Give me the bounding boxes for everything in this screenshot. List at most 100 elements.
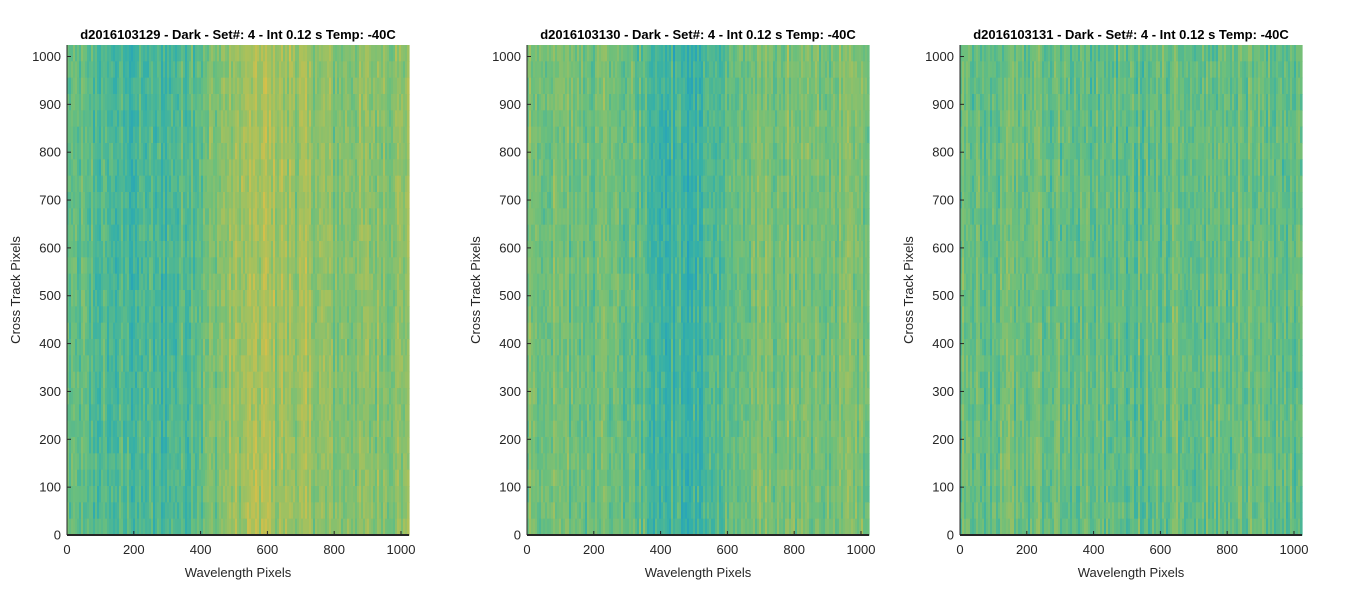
heatmap-cell — [319, 126, 322, 144]
heatmap-cell — [191, 61, 194, 79]
heatmap-cell — [167, 143, 170, 160]
heatmap-cell — [255, 486, 258, 503]
heatmap-cell — [303, 273, 306, 291]
heatmap-cell — [379, 175, 382, 193]
heatmap-cell — [199, 339, 202, 356]
heatmap-cell — [289, 355, 292, 373]
heatmap-cell — [377, 453, 380, 471]
heatmap-cell — [181, 94, 184, 111]
heatmap-cell — [191, 273, 194, 291]
heatmap-cell — [159, 208, 162, 226]
heatmap-cell — [83, 437, 86, 454]
heatmap-cell — [239, 208, 242, 226]
heatmap-cell — [243, 420, 246, 438]
heatmap-cell — [191, 355, 194, 373]
heatmap-cell — [113, 94, 116, 111]
heatmap-cell — [147, 126, 150, 144]
heatmap-cell — [291, 273, 294, 291]
heatmap-cell — [97, 77, 100, 95]
heatmap-cell — [363, 45, 366, 62]
heatmap-cell — [259, 126, 262, 144]
heatmap-cell — [149, 94, 152, 111]
heatmap-cell — [151, 77, 154, 95]
heatmap-cell — [141, 290, 144, 307]
heatmap-cell — [169, 355, 172, 373]
heatmap-cell — [219, 208, 222, 226]
heatmap-cell — [275, 388, 278, 405]
heatmap-cell — [171, 404, 174, 422]
heatmap-cell — [241, 159, 244, 177]
heatmap-cell — [135, 404, 138, 422]
heatmap-cell — [279, 208, 282, 226]
heatmap-cell — [165, 453, 168, 471]
heatmap-cell — [309, 110, 312, 128]
heatmap-cell — [377, 110, 380, 128]
heatmap-cell — [267, 94, 270, 111]
heatmap-cell — [283, 77, 286, 95]
heatmap-cell — [197, 420, 200, 438]
heatmap-cell — [241, 502, 244, 520]
heatmap-cell — [71, 388, 74, 405]
heatmap-cell — [291, 404, 294, 422]
heatmap-cell — [153, 175, 156, 193]
heatmap-cell — [269, 502, 272, 520]
heatmap-cell — [155, 290, 158, 307]
heatmap-cell — [151, 45, 154, 62]
heatmap-cell — [73, 306, 76, 324]
heatmap-cell — [111, 420, 114, 438]
heatmap-cell — [153, 371, 156, 389]
heatmap-cell — [157, 126, 160, 144]
heatmap-cell — [233, 77, 236, 95]
heatmap-cell — [67, 290, 70, 307]
heatmap-cell — [179, 306, 182, 324]
heatmap-cell — [267, 77, 270, 95]
heatmap-cell — [297, 208, 300, 226]
heatmap-cell — [167, 420, 170, 438]
heatmap-cell — [97, 175, 100, 193]
heatmap-cell — [357, 486, 360, 503]
heatmap-cell — [181, 502, 184, 520]
heatmap-cell — [349, 257, 352, 275]
heatmap-cell — [111, 486, 114, 503]
heatmap-cell — [381, 45, 384, 62]
heatmap-cell — [251, 159, 254, 177]
heatmap-cell — [223, 502, 226, 520]
heatmap-cell — [67, 110, 70, 128]
heatmap-cell — [251, 45, 254, 62]
heatmap-cell — [265, 45, 268, 62]
heatmap-cell — [133, 143, 136, 160]
heatmap-cell — [249, 273, 252, 291]
heatmap-cell — [261, 306, 264, 324]
heatmap-cell — [249, 175, 252, 193]
heatmap-cell — [163, 159, 166, 177]
heatmap-cell — [309, 224, 312, 242]
heatmap-cell — [91, 371, 94, 389]
heatmap-cell — [265, 110, 268, 128]
heatmap-cell — [197, 388, 200, 405]
heatmap-cell — [139, 306, 142, 324]
heatmap-cell — [177, 126, 180, 144]
heatmap-cell — [85, 339, 88, 356]
heatmap-cell — [309, 159, 312, 177]
heatmap-cell — [225, 77, 228, 95]
heatmap-cell — [321, 61, 324, 79]
heatmap-cell — [349, 159, 352, 177]
heatmap-cell — [197, 143, 200, 160]
heatmap-cell — [343, 388, 346, 405]
heatmap-cell — [259, 290, 262, 307]
heatmap-cell — [211, 94, 214, 111]
heatmap-cell — [67, 61, 70, 79]
heatmap-cell — [277, 110, 280, 128]
heatmap-cell — [367, 518, 370, 536]
heatmap-cell — [113, 420, 116, 438]
heatmap-cell — [117, 388, 120, 405]
heatmap-cell — [303, 486, 306, 503]
heatmap-cell — [221, 126, 224, 144]
heatmap-cell — [175, 469, 178, 487]
heatmap-cell — [319, 110, 322, 128]
heatmap-cell — [97, 159, 100, 177]
heatmap-cell — [285, 355, 288, 373]
heatmap-cell — [253, 420, 256, 438]
heatmap-cell — [69, 175, 72, 193]
heatmap-cell — [191, 437, 194, 454]
